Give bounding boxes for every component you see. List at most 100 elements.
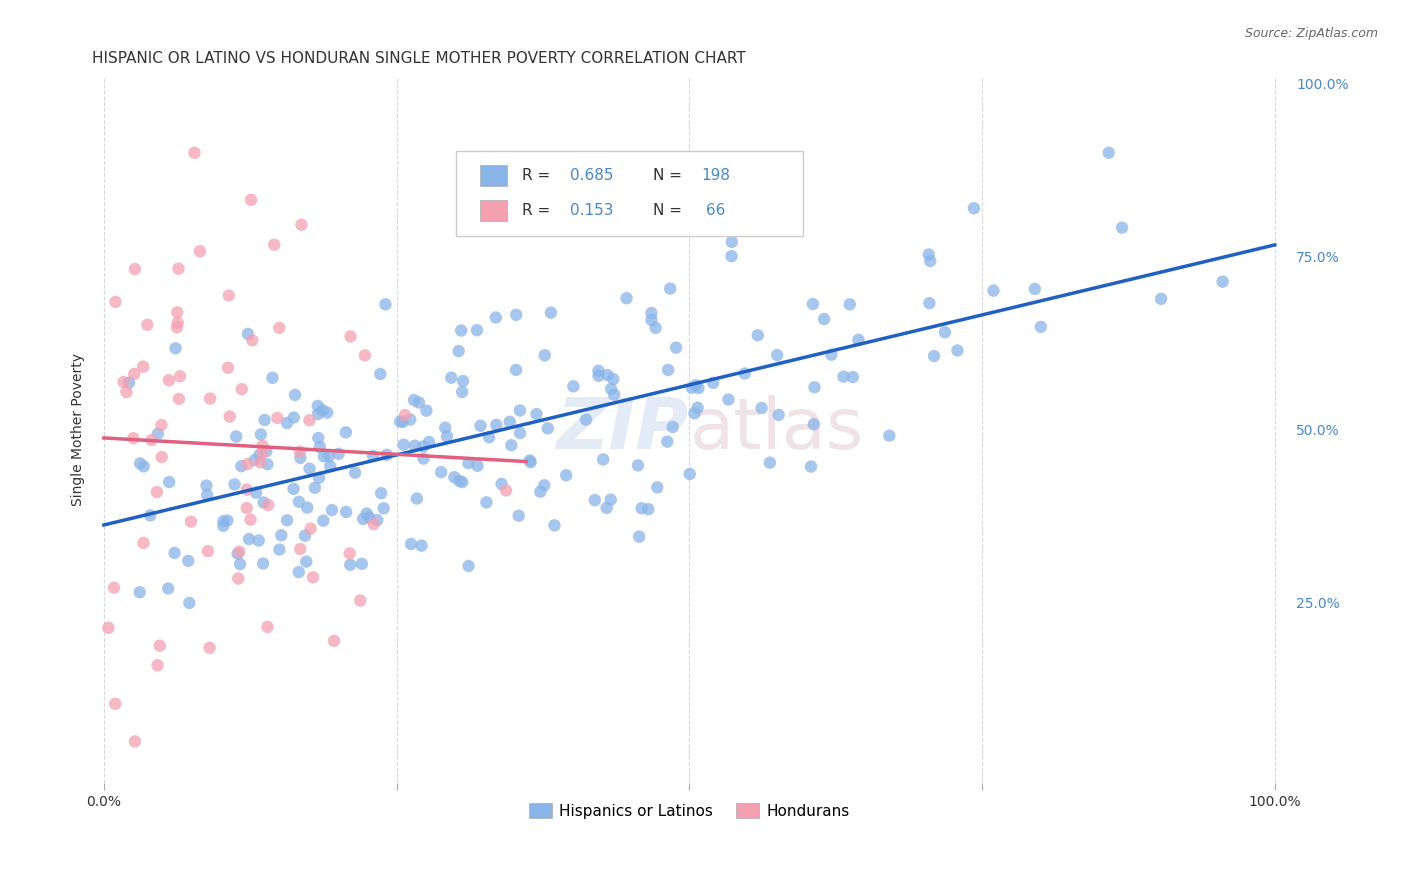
Hispanics or Latinos	[146, 426, 169, 441]
Hispanics or Latinos	[946, 343, 969, 358]
FancyBboxPatch shape	[481, 200, 506, 221]
Hispanics or Latinos	[451, 384, 474, 399]
Hispanics or Latinos	[766, 348, 789, 362]
Hispanics or Latinos	[640, 313, 662, 327]
Hondurans	[339, 546, 361, 560]
Hondurans	[97, 621, 120, 635]
Hispanics or Latinos	[294, 529, 316, 543]
Hondurans	[115, 384, 138, 399]
Text: 0.685: 0.685	[569, 168, 613, 183]
Hondurans	[103, 581, 125, 595]
Hispanics or Latinos	[838, 297, 860, 311]
Hondurans	[257, 498, 280, 512]
Hondurans	[249, 455, 271, 469]
Hispanics or Latinos	[157, 582, 180, 596]
Hispanics or Latinos	[449, 474, 471, 488]
Hispanics or Latinos	[418, 434, 440, 449]
Hondurans	[122, 367, 145, 381]
Hondurans	[495, 483, 517, 498]
Hispanics or Latinos	[588, 364, 610, 378]
Hispanics or Latinos	[679, 467, 702, 481]
Hondurans	[180, 515, 202, 529]
Hispanics or Latinos	[356, 507, 378, 521]
Hispanics or Latinos	[411, 539, 433, 553]
Hispanics or Latinos	[389, 415, 412, 429]
Y-axis label: Single Mother Poverty: Single Mother Poverty	[72, 353, 86, 507]
Hispanics or Latinos	[657, 434, 679, 449]
Hispanics or Latinos	[1029, 319, 1052, 334]
Hondurans	[236, 501, 259, 516]
Hondurans	[302, 570, 325, 584]
Hispanics or Latinos	[1150, 292, 1173, 306]
Hispanics or Latinos	[645, 480, 668, 494]
Hispanics or Latinos	[404, 439, 426, 453]
Hondurans	[339, 329, 361, 343]
Hondurans	[236, 457, 259, 471]
Hispanics or Latinos	[499, 415, 522, 429]
Hispanics or Latinos	[318, 449, 340, 463]
Hispanics or Latinos	[599, 492, 621, 507]
Hispanics or Latinos	[269, 542, 291, 557]
Hispanics or Latinos	[238, 532, 260, 546]
Hondurans	[149, 639, 172, 653]
Hondurans	[290, 218, 312, 232]
Text: R =: R =	[522, 168, 555, 183]
Hondurans	[252, 445, 274, 459]
Hondurans	[112, 375, 135, 389]
Hispanics or Latinos	[450, 324, 472, 338]
FancyBboxPatch shape	[457, 151, 803, 235]
Hispanics or Latinos	[470, 418, 492, 433]
Hispanics or Latinos	[720, 235, 742, 249]
Hispanics or Latinos	[451, 374, 474, 388]
Hispanics or Latinos	[681, 381, 703, 395]
Hispanics or Latinos	[307, 431, 329, 445]
Hondurans	[218, 288, 240, 302]
Hispanics or Latinos	[603, 388, 626, 402]
Hispanics or Latinos	[803, 417, 825, 432]
Hispanics or Latinos	[290, 450, 312, 465]
Hondurans	[146, 658, 169, 673]
Hispanics or Latinos	[918, 296, 941, 310]
Hispanics or Latinos	[252, 557, 274, 571]
Hispanics or Latinos	[447, 344, 470, 359]
Hispanics or Latinos	[165, 341, 187, 355]
Hispanics or Latinos	[276, 416, 298, 430]
Hispanics or Latinos	[485, 310, 508, 325]
Hispanics or Latinos	[177, 554, 200, 568]
Hispanics or Latinos	[686, 401, 709, 415]
Hispanics or Latinos	[339, 558, 361, 572]
Hispanics or Latinos	[596, 500, 619, 515]
Hispanics or Latinos	[344, 466, 367, 480]
Hondurans	[236, 483, 259, 497]
Hondurans	[146, 485, 169, 500]
Hispanics or Latinos	[842, 370, 865, 384]
Hispanics or Latinos	[963, 201, 986, 215]
Hispanics or Latinos	[361, 449, 384, 463]
Hispanics or Latinos	[247, 533, 270, 548]
Hispanics or Latinos	[229, 557, 252, 571]
Hispanics or Latinos	[533, 348, 555, 362]
Hispanics or Latinos	[319, 459, 342, 474]
Hispanics or Latinos	[583, 493, 606, 508]
Hispanics or Latinos	[526, 407, 548, 421]
Hondurans	[288, 444, 311, 458]
Hispanics or Latinos	[415, 403, 437, 417]
Hispanics or Latinos	[253, 495, 276, 509]
Hispanics or Latinos	[262, 371, 284, 385]
Text: N =: N =	[654, 203, 688, 219]
Hispanics or Latinos	[759, 456, 782, 470]
Legend: Hispanics or Latinos, Hondurans: Hispanics or Latinos, Hondurans	[523, 797, 856, 825]
Hispanics or Latinos	[312, 450, 335, 464]
Hondurans	[256, 620, 278, 634]
Hispanics or Latinos	[307, 399, 329, 413]
Hondurans	[188, 244, 211, 259]
Hispanics or Latinos	[505, 308, 527, 322]
Hispanics or Latinos	[602, 372, 624, 386]
Hispanics or Latinos	[236, 326, 259, 341]
Hispanics or Latinos	[352, 512, 374, 526]
Hispanics or Latinos	[399, 412, 422, 426]
Hispanics or Latinos	[256, 457, 278, 471]
Hispanics or Latinos	[366, 513, 388, 527]
Hondurans	[323, 633, 346, 648]
Hispanics or Latinos	[212, 518, 235, 533]
